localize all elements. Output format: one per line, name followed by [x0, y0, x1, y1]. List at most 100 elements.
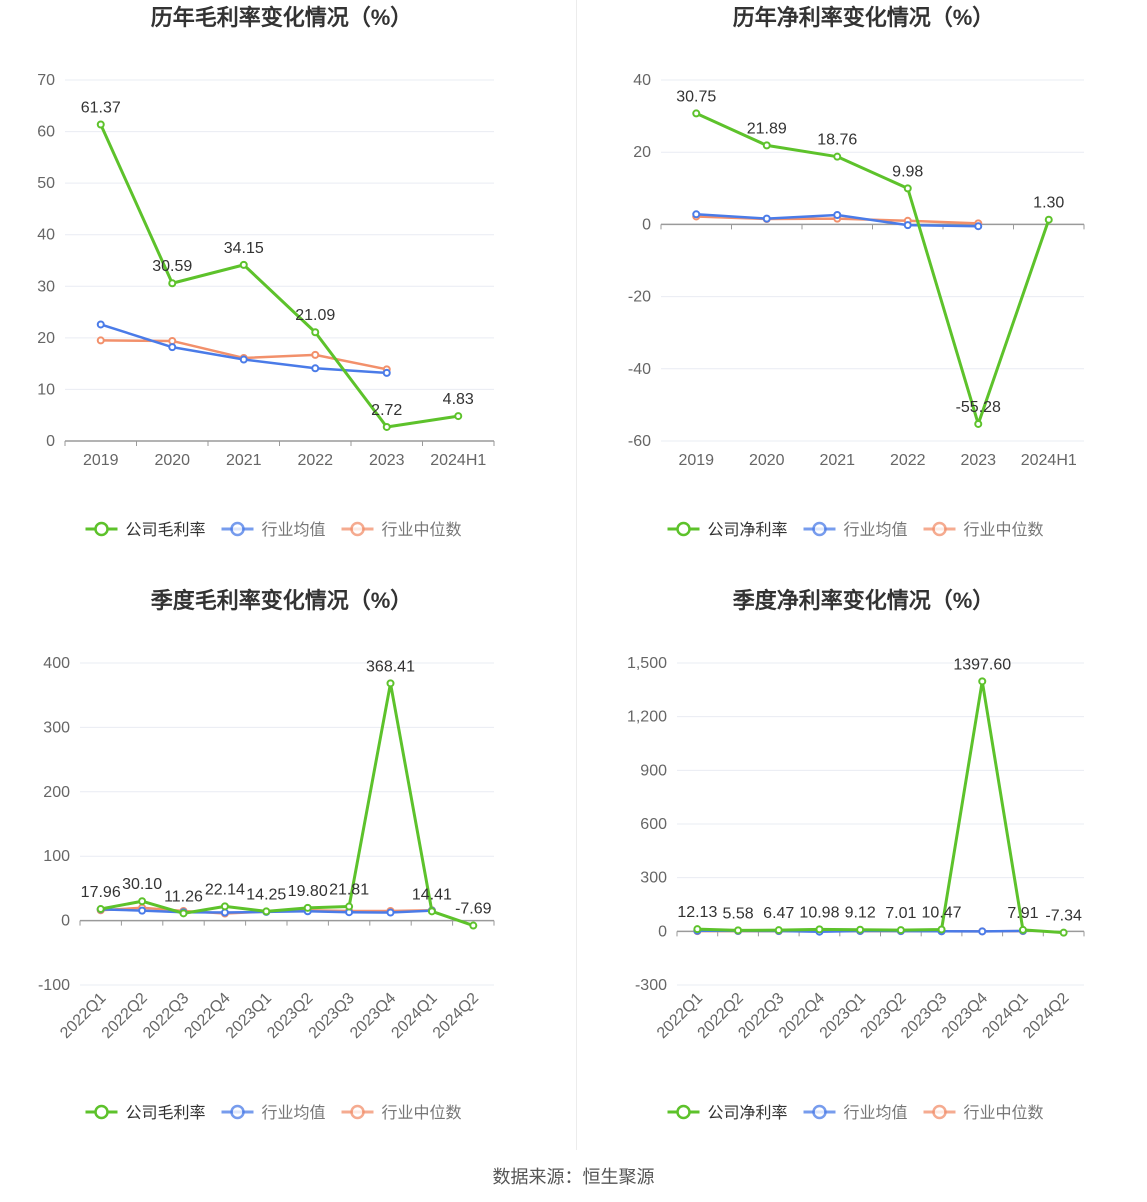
data-point — [311, 328, 320, 337]
data-point — [833, 211, 842, 220]
chart-svg: 季度毛利率变化情况（%）-10001002003004002022Q12022Q… — [38, 588, 495, 1122]
data-point — [138, 906, 147, 915]
x-tick-label: 2021 — [819, 452, 855, 469]
data-label: 61.37 — [81, 100, 121, 117]
series-line — [100, 681, 474, 927]
legend-marker — [676, 1104, 691, 1120]
data-point — [856, 925, 865, 934]
data-label: 1397.60 — [953, 656, 1011, 673]
data-point — [833, 152, 842, 161]
y-tick-label: 300 — [43, 719, 70, 736]
data-point — [96, 905, 105, 914]
data-point — [427, 907, 436, 916]
data-label: 30.10 — [122, 876, 162, 893]
data-label: 34.15 — [224, 240, 264, 257]
x-tick-label: 2022 — [890, 452, 926, 469]
data-label: -7.34 — [1045, 908, 1082, 925]
data-point — [96, 336, 105, 345]
legend-label: 公司毛利率 — [126, 1104, 206, 1122]
chart-quarterly-net-margin: 季度净利率变化情况（%） -300 0 300 600 900 1,200 1,500 2022… — [590, 583, 1147, 1166]
x-tick-label: 2019 — [83, 452, 119, 469]
data-point — [386, 679, 395, 688]
data-point — [168, 279, 177, 288]
legend-marker — [812, 521, 827, 537]
data-point — [386, 908, 395, 917]
data-point — [239, 260, 248, 269]
x-tick-label: 2024H1 — [1021, 452, 1077, 469]
y-tick-label: -100 — [38, 977, 70, 994]
y-tick-label: -40 — [628, 361, 651, 378]
data-label: 22.14 — [205, 881, 245, 898]
y-tick-label: 300 — [640, 870, 667, 887]
data-label: 1.30 — [1033, 195, 1064, 212]
chart-title: 历年净利率变化情况（%） — [733, 5, 995, 30]
legend-label: 行业均值 — [844, 521, 908, 539]
data-point — [692, 210, 701, 219]
data-label: 5.58 — [722, 905, 753, 922]
chart-title: 季度净利率变化情况（%） — [733, 588, 995, 613]
data-point — [692, 109, 701, 118]
chart-annual-gross-margin: 历年毛利率变化情况（%） 0 10 20 30 40 50 60 70 2019 2020 2021 2… — [0, 0, 573, 583]
data-point — [303, 903, 312, 912]
source-note: 数据来源：恒生聚源 — [492, 1167, 655, 1187]
data-point — [1018, 925, 1027, 934]
y-tick-label: 10 — [37, 381, 55, 398]
data-point — [168, 336, 177, 345]
y-tick-label: 1,200 — [627, 709, 667, 726]
data-label: 21.81 — [329, 882, 369, 899]
data-point — [382, 368, 391, 377]
data-label: 4.83 — [443, 391, 474, 408]
data-label: 7.01 — [885, 905, 916, 922]
y-tick-label: -60 — [628, 433, 651, 450]
legend-marker — [350, 521, 365, 537]
data-label: 9.12 — [845, 905, 876, 922]
data-point — [734, 926, 743, 935]
data-point — [239, 355, 248, 364]
y-tick-label: 200 — [43, 784, 70, 801]
data-label: 12.13 — [677, 904, 717, 921]
data-point — [978, 927, 987, 936]
y-tick-label: 1,500 — [627, 655, 667, 672]
data-label: 30.59 — [152, 258, 192, 275]
data-point — [179, 909, 188, 918]
data-point — [96, 120, 105, 129]
data-point — [1059, 928, 1068, 937]
x-tick-label: 2024H1 — [430, 452, 486, 469]
legend-label: 行业中位数 — [382, 521, 462, 539]
data-point — [311, 364, 320, 373]
y-tick-label: -20 — [628, 289, 651, 306]
y-tick-label: 40 — [633, 72, 651, 89]
data-point — [382, 422, 391, 431]
y-tick-label: 0 — [61, 913, 70, 930]
data-point — [815, 925, 824, 934]
data-label: 368.41 — [366, 658, 415, 675]
y-tick-label: 70 — [37, 72, 55, 89]
data-label: 21.09 — [295, 307, 335, 324]
y-tick-label: 100 — [43, 848, 70, 865]
data-point — [168, 343, 177, 352]
data-point — [903, 184, 912, 193]
x-tick-label: 2024Q2 — [430, 990, 482, 1042]
data-point — [774, 926, 783, 935]
chart-svg: 历年净利率变化情况（%） -60 -40 -20 0 20 40 2019 2020 2021 20… — [628, 5, 1085, 539]
data-label: 14.41 — [412, 886, 452, 903]
data-point — [96, 320, 105, 329]
legend-marker — [812, 1104, 827, 1120]
data-label: 10.47 — [922, 904, 962, 921]
data-label: 19.80 — [288, 883, 328, 900]
data-point — [220, 908, 229, 917]
y-tick-label: 0 — [658, 923, 667, 940]
legend-marker — [230, 1104, 245, 1120]
chart-quarterly-gross-margin: 季度毛利率变化情况（%） -100 0 100 200 300 400 2022Q1 2022Q… — [0, 583, 573, 1166]
legend-marker — [932, 1104, 947, 1120]
y-tick-label: -300 — [635, 977, 667, 994]
x-tick-label: 2022 — [297, 452, 333, 469]
legend-label: 行业均值 — [844, 1104, 908, 1122]
x-tick-label: 2021 — [226, 452, 262, 469]
data-point — [974, 419, 983, 428]
chart-title: 季度毛利率变化情况（%） — [151, 588, 413, 613]
y-tick-label: 20 — [37, 330, 55, 347]
data-point — [937, 925, 946, 934]
x-tick-label: 2023 — [960, 452, 996, 469]
data-label: 7.91 — [1007, 905, 1038, 922]
